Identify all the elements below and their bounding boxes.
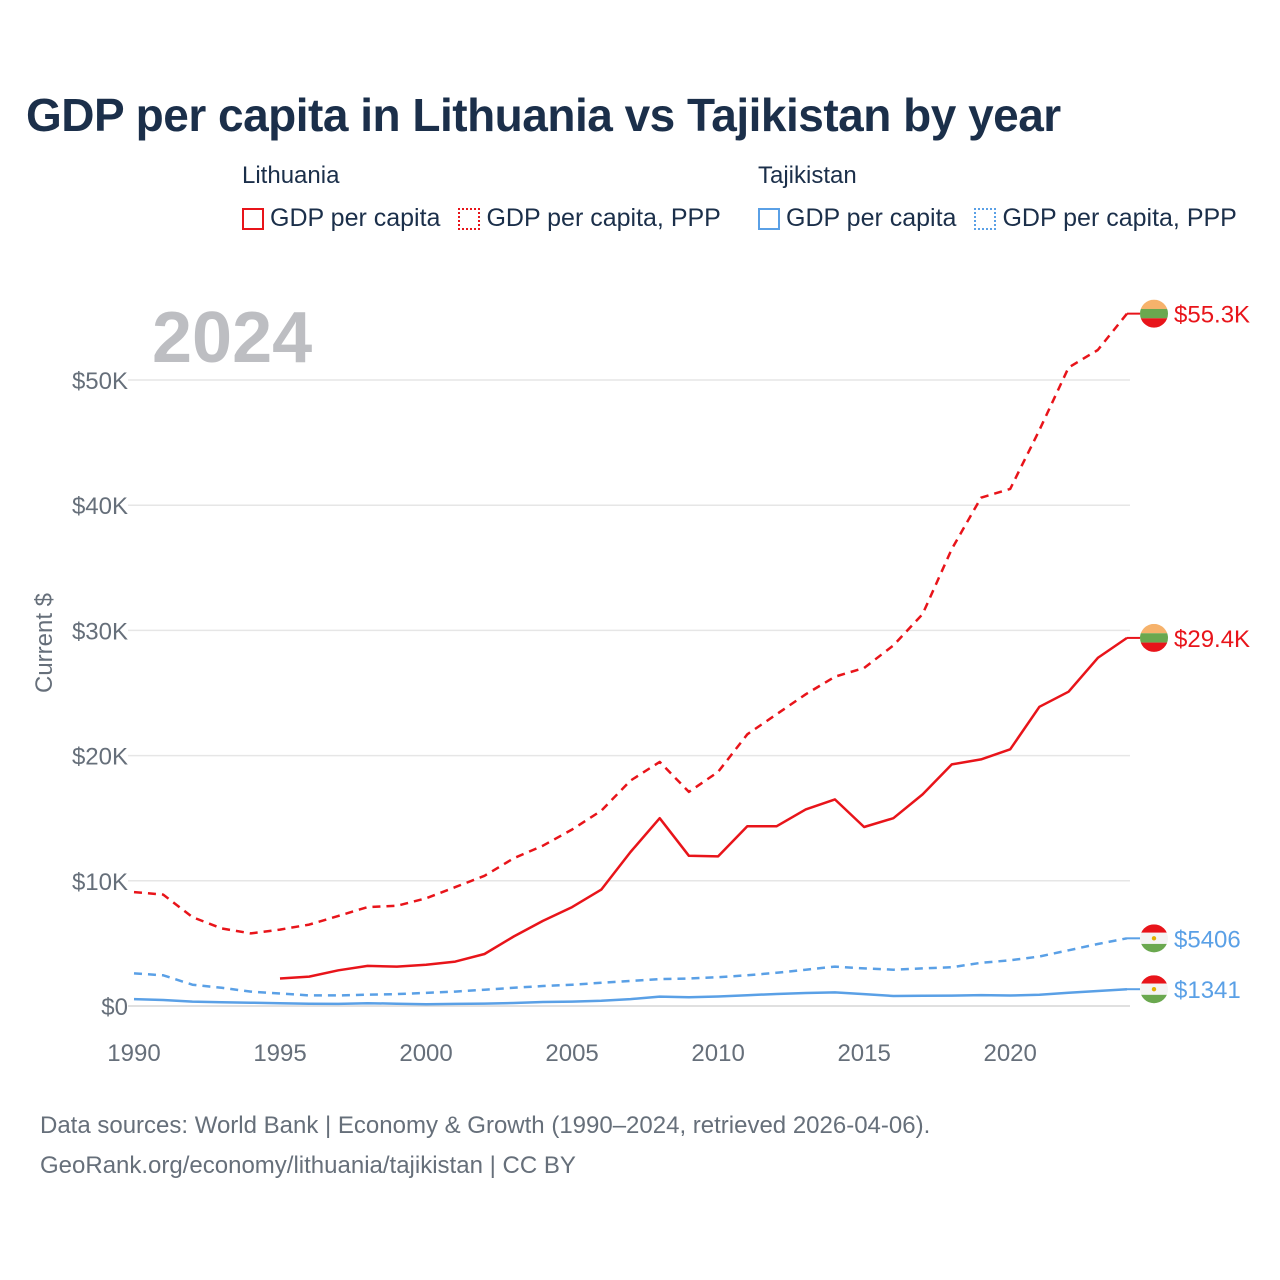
legend-item-lithuania-ppp[interactable]: GDP per capita, PPP — [458, 204, 721, 233]
tajikistan-flag-icon — [1140, 975, 1168, 1004]
x-tick-label: 2000 — [399, 1040, 452, 1067]
legend-country-lithuania: Lithuania — [242, 162, 340, 189]
legend-label: GDP per capita — [270, 204, 441, 232]
legend-swatch-dotted — [974, 207, 997, 230]
series-line — [133, 312, 1128, 935]
y-tick-label: $10K — [72, 869, 128, 896]
lithuania-flag-icon — [1140, 299, 1168, 328]
x-tick-label: 2010 — [691, 1040, 744, 1067]
y-tick-label: $0 — [101, 994, 128, 1021]
y-tick-label: $30K — [72, 618, 128, 645]
lithuania-flag-icon — [1140, 623, 1168, 652]
y-tick-label: $20K — [72, 744, 128, 771]
end-value-label: $55.3K — [1174, 302, 1250, 329]
series-line — [133, 937, 1128, 997]
legend-label: GDP per capita, PPP — [486, 204, 721, 232]
footer-sources: Data sources: World Bank | Economy & Gro… — [40, 1112, 931, 1139]
legend-label: GDP per capita — [786, 204, 957, 232]
series-line — [279, 636, 1128, 980]
legend-item-tajikistan-gdp[interactable]: GDP per capita — [758, 204, 956, 233]
series-line — [133, 987, 1128, 1006]
legend-lithuania: Lithuania GDP per capita GDP per capita,… — [242, 162, 739, 233]
x-tick-label: 2015 — [837, 1040, 890, 1067]
end-value-label: $1341 — [1174, 977, 1241, 1004]
y-tick-label: $50K — [72, 368, 128, 395]
footer: Data sources: World Bank | Economy & Gro… — [40, 1106, 930, 1186]
legend-item-lithuania-gdp[interactable]: GDP per capita — [242, 204, 440, 233]
end-value-label: $29.4K — [1174, 626, 1250, 653]
tajikistan-flag-icon — [1140, 924, 1168, 953]
y-tick-label: $40K — [72, 493, 128, 520]
legend-item-tajikistan-ppp[interactable]: GDP per capita, PPP — [974, 204, 1237, 233]
chart-title: GDP per capita in Lithuania vs Tajikista… — [26, 89, 1061, 141]
legend-swatch-solid — [242, 207, 264, 230]
line-chart: 2024 $0 $10K $20K $30K $40K $50K 1990 1995 2000… — [31, 298, 1250, 1067]
legend-country-tajikistan: Tajikistan — [758, 162, 857, 189]
x-tick-label: 2005 — [545, 1040, 598, 1067]
end-value-label: $5406 — [1174, 926, 1241, 953]
x-tick-label: 1995 — [253, 1040, 306, 1067]
legend-swatch-dotted — [458, 207, 481, 230]
legend-label: GDP per capita, PPP — [1002, 204, 1237, 232]
legend-swatch-solid — [758, 207, 780, 230]
y-axis-label: Current $ — [31, 593, 58, 693]
year-label: 2024 — [152, 298, 312, 378]
x-tick-label: 1990 — [107, 1040, 160, 1067]
x-tick-label: 2020 — [983, 1040, 1036, 1067]
footer-link[interactable]: GeoRank.org/economy/lithuania/tajikistan… — [40, 1152, 576, 1179]
legend-tajikistan: Tajikistan GDP per capita GDP per capita… — [758, 162, 1255, 233]
